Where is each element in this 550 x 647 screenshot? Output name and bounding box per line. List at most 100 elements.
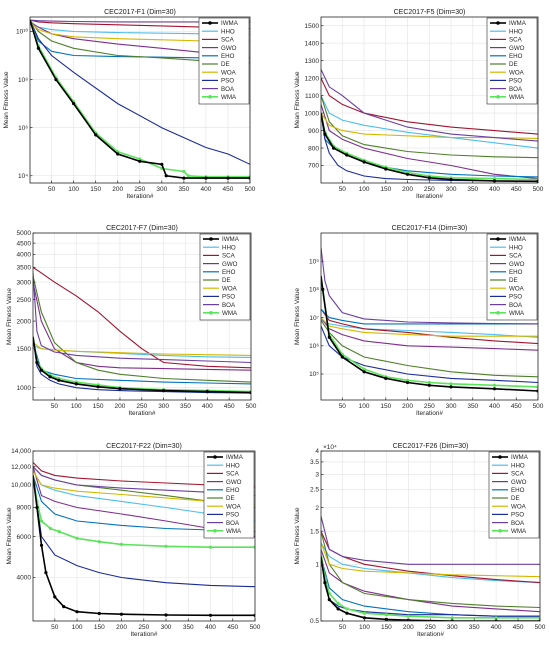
x-tick-label: 300 (158, 403, 169, 410)
x-tick-label: 350 (180, 403, 191, 410)
series-line-de (33, 275, 251, 383)
x-tick-label: 50 (51, 624, 59, 631)
y-tick-label: 900 (308, 128, 319, 135)
y-tick-label: 3.5 (310, 459, 319, 466)
series-marker-iwma (160, 162, 164, 166)
legend-label-wma: WMA (226, 528, 242, 535)
series-marker-wma (449, 382, 453, 386)
legend-label-pso: PSO (226, 512, 239, 519)
series-line-de (321, 320, 538, 378)
series-marker-iwma (75, 610, 79, 614)
series-line-de (30, 19, 250, 64)
legend-label-de: DE (226, 495, 235, 502)
legend-label-wma: WMA (511, 528, 527, 535)
series-marker-iwma (39, 368, 43, 372)
x-tick-label: 200 (112, 186, 123, 193)
legend-label-pso: PSO (509, 78, 522, 85)
legend-marker-iwma (209, 237, 213, 241)
x-tick-label: 400 (489, 403, 500, 410)
x-tick-label: 350 (469, 624, 480, 631)
x-axis-label: Iteration# (416, 193, 443, 200)
series-marker-wma (97, 540, 101, 544)
series-line-gwo (33, 281, 251, 371)
legend-box (199, 233, 251, 321)
y-tick-label: 1000 (305, 110, 320, 117)
y-tick-label: 1300 (305, 58, 320, 65)
series-line-woa (30, 21, 250, 42)
series-marker-iwma (362, 160, 366, 164)
series-marker-iwma (39, 543, 44, 547)
x-tick-label: 50 (339, 624, 347, 631)
chart-title: CEC2017-F22 (Dim=30) (106, 443, 182, 450)
series-line-woa (321, 542, 540, 578)
y-tick-label: 10⁹ (309, 258, 319, 265)
x-tick-label: 400 (202, 403, 213, 410)
x-tick-label: 250 (424, 186, 435, 193)
y-tick-label: 10⁸ (18, 77, 28, 84)
x-tick-label: 250 (136, 403, 147, 410)
y-tick-label: 800 (308, 145, 319, 152)
series-marker-wma (494, 616, 498, 620)
series-marker-wma (427, 380, 431, 385)
legend-label-boa: BOA (226, 520, 240, 527)
series-marker-iwma (44, 571, 48, 575)
y-tick-label: 5000 (17, 230, 32, 237)
legend-label-de: DE (221, 61, 230, 68)
series-marker-wma (336, 601, 340, 606)
legend-label-iwma: IWMA (509, 20, 527, 27)
x-tick-label: 150 (380, 403, 391, 410)
legend-marker-wma (213, 529, 217, 533)
series-line-boa (33, 466, 255, 497)
x-axis-label: Iteration# (128, 410, 155, 417)
series-marker-iwma (164, 613, 168, 617)
series-marker-wma (384, 613, 388, 617)
series-group (321, 516, 540, 621)
legend-label-boa: BOA (222, 302, 236, 309)
x-tick-label: 200 (116, 624, 127, 631)
x-tick-label: 450 (227, 624, 238, 631)
y-tick-label: 700 (308, 163, 319, 170)
x-tick-label: 100 (71, 403, 82, 410)
series-line-sca (33, 266, 251, 369)
legend-label-boa: BOA (509, 86, 523, 93)
legend-marker-iwma (496, 21, 500, 25)
series-marker-iwma (54, 78, 58, 82)
y-tick-label: 1000 (17, 385, 32, 392)
x-tick-label: 200 (402, 403, 413, 410)
series-marker-iwma (72, 102, 76, 106)
series-line-pso (33, 336, 251, 394)
legend-label-gwo: GWO (511, 479, 527, 486)
series-marker-iwma (164, 174, 168, 178)
x-tick-label: 150 (90, 186, 101, 193)
y-tick-label: 14,000 (11, 448, 31, 455)
chart-title: CEC2017-F1 (Dim=30) (104, 9, 176, 16)
y-tick-label: 1.5 (310, 528, 319, 535)
legend-label-eho: EHO (222, 269, 236, 276)
x-tick-label: 450 (223, 186, 234, 193)
series-marker-wma (362, 367, 366, 371)
legend-label-boa: BOA (221, 86, 235, 93)
x-tick-label: 350 (467, 186, 478, 193)
series-line-woa (321, 112, 538, 139)
x-tick-label: 450 (511, 186, 522, 193)
x-axis-label: Iteration# (416, 410, 443, 417)
legend-label-wma: WMA (222, 310, 238, 317)
series-marker-iwma (226, 176, 230, 180)
series-marker-iwma (36, 46, 41, 50)
legend-label-eho: EHO (226, 487, 240, 494)
x-tick-label: 250 (138, 624, 149, 631)
chart-panel-2: 50 100 150 200 250 300 350 400 450 500 700 800 900 10… (294, 9, 544, 200)
x-tick-label: 250 (425, 624, 436, 631)
x-tick-label: 500 (533, 403, 544, 410)
x-tick-label: 500 (533, 186, 544, 193)
chart-title: CEC2017-F7 (Dim=30) (106, 225, 178, 232)
y-axis-label: Mean Fitness Value (3, 71, 10, 128)
series-line-gwo (30, 21, 250, 59)
y-tick-label: 8000 (17, 505, 32, 512)
x-tick-label: 100 (359, 186, 370, 193)
y-axis-label: Mean Fitness Value (6, 507, 13, 564)
y-exponent-label: ×10⁴ (323, 444, 337, 451)
legend-label-woa: WOA (222, 285, 238, 292)
series-group (33, 266, 251, 395)
